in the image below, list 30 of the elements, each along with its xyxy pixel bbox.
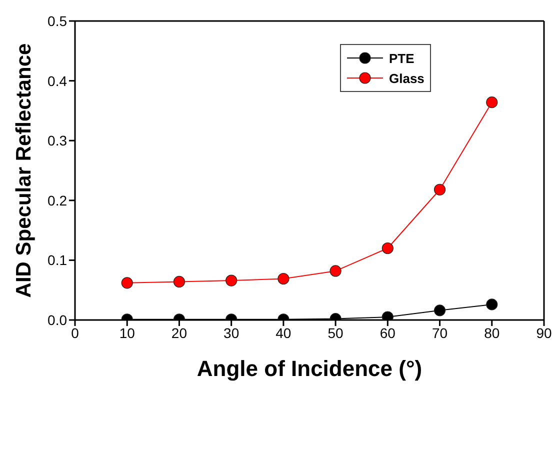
- point: [486, 96, 498, 108]
- x-tick-label: 60: [380, 324, 396, 341]
- point: [226, 274, 238, 286]
- point: [434, 184, 446, 196]
- y-tick-label: 0.2: [48, 192, 68, 208]
- point: [121, 277, 133, 289]
- x-tick-label: 40: [276, 324, 292, 341]
- y-tick-label: 0.3: [48, 132, 68, 149]
- point: [278, 272, 290, 285]
- x-tick-label: 30: [224, 324, 240, 341]
- y-axis-title: AID Specular Reflectance: [12, 43, 36, 298]
- x-tick-label: 50: [328, 324, 344, 341]
- y-tick-label: 0.4: [48, 72, 68, 89]
- y-tick-label: 0.1: [48, 252, 68, 268]
- x-tick-label: 70: [432, 324, 448, 341]
- x-axis-title: Angle of Incidence (°): [196, 356, 422, 381]
- x-tick-label: 10: [119, 324, 136, 341]
- legend-label: PTE: [389, 50, 414, 66]
- legend-label: Glass: [389, 70, 424, 86]
- x-tick-label: 80: [484, 324, 500, 341]
- y-tick-label: 0.5: [48, 12, 68, 29]
- y-tick-label: 0.0: [48, 312, 68, 328]
- point: [486, 298, 498, 310]
- x-tick-label: 20: [171, 324, 188, 341]
- point: [173, 276, 186, 288]
- x-tick-label: 90: [536, 324, 552, 341]
- x-tick-label: 0: [71, 324, 80, 341]
- point: [382, 242, 394, 254]
- point: [434, 304, 446, 316]
- point: [330, 265, 342, 277]
